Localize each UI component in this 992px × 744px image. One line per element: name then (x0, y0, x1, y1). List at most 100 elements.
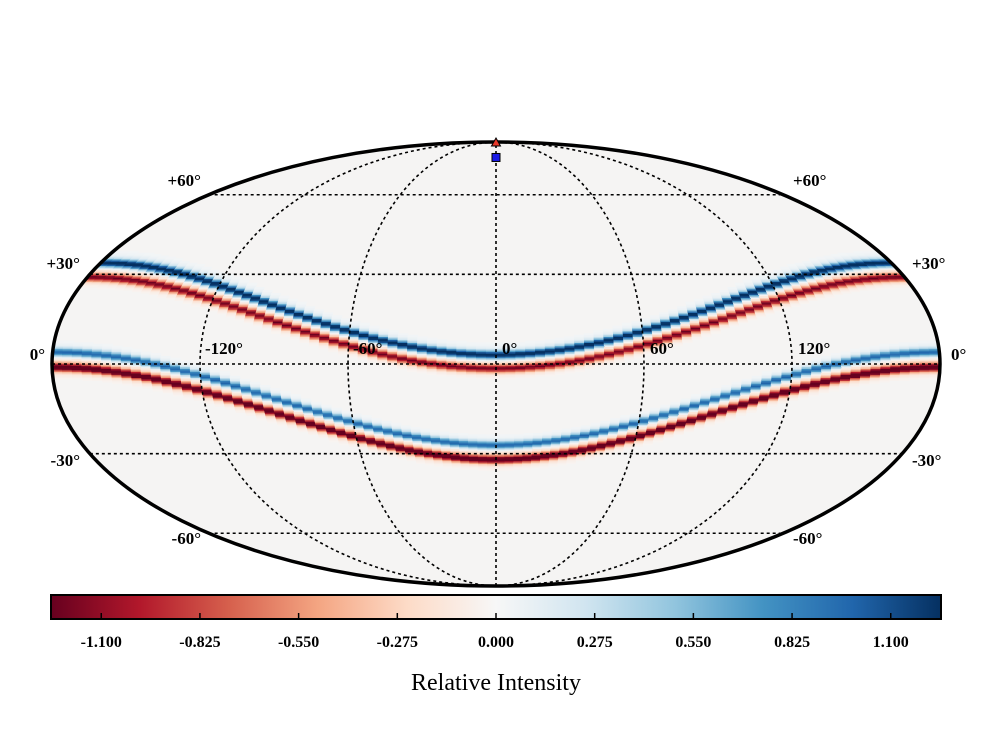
intensity-cell (160, 356, 171, 359)
intensity-cell (552, 429, 563, 433)
intensity-cell (727, 287, 738, 290)
intensity-cell (222, 295, 234, 299)
intensity-cell (731, 381, 743, 385)
intensity-cell (259, 384, 271, 388)
intensity-cell (383, 437, 395, 440)
intensity-cell (657, 421, 668, 424)
colorbar-tick-label: -0.825 (179, 634, 220, 651)
intensity-cell (850, 348, 861, 351)
intensity-cell (301, 324, 312, 327)
intensity-cell (359, 322, 371, 325)
intensity-cell (292, 321, 303, 324)
intensity-cell (640, 318, 652, 321)
intensity-cell (620, 415, 631, 418)
intensity-cell (685, 301, 696, 304)
intensity-cell (627, 429, 638, 433)
intensity-cell (199, 366, 211, 369)
intensity-cell (772, 269, 784, 272)
intensity-cell (770, 386, 781, 389)
intensity-cell (468, 450, 479, 453)
intensity-cell (200, 383, 212, 386)
lat-label-left-0: 0° (30, 345, 45, 364)
intensity-cell (371, 418, 382, 421)
intensity-cell (287, 298, 299, 301)
intensity-cell (321, 404, 332, 407)
intensity-cell (721, 384, 733, 388)
lat-label-left-neg60: -60° (172, 529, 201, 548)
intensity-cell (280, 390, 291, 394)
intensity-cell (749, 392, 761, 395)
intensity-cell (680, 398, 692, 401)
intensity-cell (211, 386, 222, 389)
intensity-cell (456, 340, 467, 344)
intensity-cell (403, 441, 414, 444)
intensity-cell (890, 360, 901, 363)
intensity-cell (344, 427, 355, 430)
lon-label-60: 60° (650, 339, 674, 358)
intensity-cell (82, 342, 94, 345)
intensity-cell (439, 431, 450, 434)
intensity-cell (640, 410, 651, 413)
intensity-cell (150, 353, 162, 356)
intensity-cell (571, 427, 582, 430)
intensity-cell (378, 328, 390, 331)
intensity-cell (420, 428, 431, 431)
intensity-cell (554, 337, 566, 341)
intensity-cell (170, 357, 181, 360)
intensity-cell (485, 342, 497, 345)
intensity-cell (525, 340, 536, 344)
intensity-cell (324, 421, 335, 424)
intensity-cell (450, 448, 461, 452)
intensity-cell (602, 328, 614, 331)
intensity-cell (630, 413, 641, 416)
intensity-cell (310, 401, 322, 404)
intensity-cell (544, 339, 556, 342)
intensity-cell (667, 418, 679, 421)
intensity-cell (771, 368, 783, 371)
intensity-cell (172, 258, 184, 261)
lat-label-right-0: 0° (951, 345, 966, 364)
intensity-cell (790, 380, 802, 383)
intensity-cell (91, 360, 102, 363)
intensity-cell (140, 368, 152, 371)
intensity-cell (249, 381, 261, 385)
intensity-cell (391, 422, 402, 425)
intensity-cell (73, 342, 84, 345)
intensity-cell (600, 421, 611, 424)
intensity-cell (208, 269, 220, 272)
intensity-cell (621, 322, 633, 325)
intensity-cell (761, 371, 773, 374)
intensity-cell (229, 375, 241, 379)
intensity-cell (811, 357, 822, 360)
intensity-cell (590, 422, 601, 425)
intensity-cell (381, 421, 392, 424)
intensity-cell (190, 380, 202, 383)
intensity-cell (429, 429, 440, 433)
intensity-cell (580, 425, 592, 428)
lon-label-neg60: -60° (353, 339, 382, 358)
intensity-cell (407, 334, 419, 338)
intensity-cell (564, 336, 575, 339)
intensity-cell (660, 404, 671, 407)
intensity-cell (677, 415, 689, 418)
intensity-cell (794, 262, 806, 265)
intensity-cell (689, 321, 700, 324)
intensity-cell (690, 394, 702, 397)
intensity-cell (290, 394, 302, 397)
intensity-cell (658, 312, 670, 315)
intensity-cell (436, 339, 448, 342)
intensity-cell (632, 339, 644, 342)
intensity-cell (270, 292, 282, 296)
intensity-cell (446, 359, 457, 362)
intensity-cell (230, 298, 242, 301)
intensity-cell (650, 407, 661, 410)
intensity-cell (779, 266, 791, 269)
intensity-cell (637, 427, 648, 430)
intensity-cell (340, 318, 352, 321)
intensity-cell (531, 448, 542, 452)
lat-label-right-neg30: -30° (912, 451, 941, 470)
intensity-cell (150, 275, 162, 278)
intensity-cell (262, 289, 274, 293)
intensity-cell (446, 340, 458, 344)
intensity-cell (100, 269, 113, 272)
